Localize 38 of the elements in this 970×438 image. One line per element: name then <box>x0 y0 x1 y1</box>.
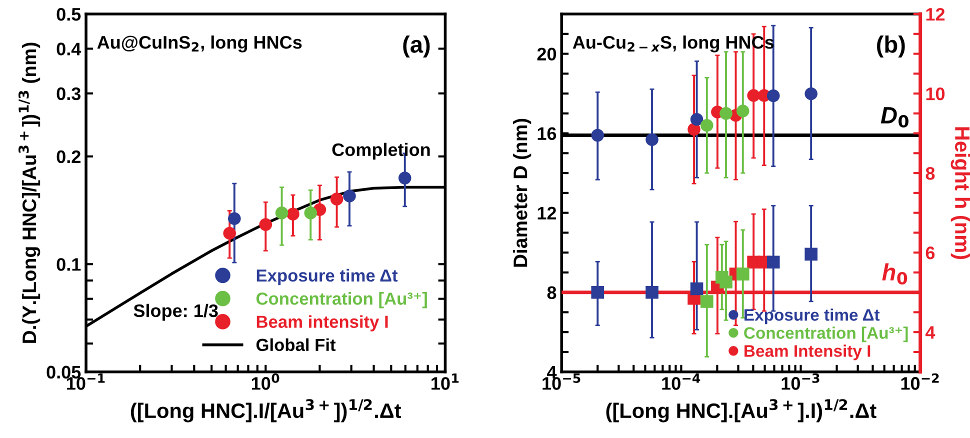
annotation: Slope: 1/3 <box>134 304 218 321</box>
y-axis-title: D.(Y.[Long HNC]/[Au$^{3+}$])$^{1/3}$ (nm) <box>18 42 40 343</box>
y-axis-title: Diameter D (nm) <box>513 118 532 267</box>
y-tick-label: 0.3 <box>56 87 81 100</box>
y2-tick-label: 8 <box>926 166 935 180</box>
legend-label: Concentration [Au³⁺] <box>744 326 908 342</box>
y2-tick-label: 12 <box>926 8 945 21</box>
annotation: (b) <box>877 35 905 58</box>
y-tick-label: 16 <box>538 127 556 140</box>
y-tick-label: 20 <box>537 48 556 60</box>
legend-label: Exposure time Δt <box>256 268 398 286</box>
y-tick-label: 12 <box>538 206 556 220</box>
annotation: Completion <box>332 142 430 160</box>
x-axis-title: ([Long HNC].I/[Au$^{3+}$])$^{1/2}$.Δt <box>130 399 402 422</box>
legend-label: Exposure time Δt <box>744 308 880 324</box>
legend-label: Global Fit <box>256 338 336 352</box>
x-tick-label: 10$^{0}$ <box>252 373 280 390</box>
legend-label: Concentration [Au³⁺] <box>256 292 427 308</box>
annotation: (a) <box>403 35 430 58</box>
ref-line-label: D$_{0}$ <box>880 107 908 128</box>
x-tick-label: 10$^{1}$ <box>432 374 459 390</box>
x-tick-label: 10$^{−2}$ <box>901 373 939 390</box>
legend-label: Beam intensity I <box>256 315 388 332</box>
annotation: Au@CuInS$_{2}$, long HNCs <box>97 35 302 52</box>
y-tick-label: 0.5 <box>56 8 81 21</box>
y-tick-label: 0.4 <box>56 42 82 56</box>
y2-tick-label: 6 <box>926 246 935 260</box>
y2-tick-label: 4 <box>925 326 936 339</box>
legend-label: Beam Intensity I <box>744 344 870 360</box>
y-tick-label: 8 <box>547 286 556 300</box>
x-tick-label: 10$^{−4}$ <box>662 374 700 390</box>
ref-line-label: h$_{0}$ <box>882 263 908 284</box>
x-tick-label: 10$^{−3}$ <box>782 373 820 390</box>
x-axis-title: ([Long HNC].[Au$^{3+}$].I)$^{1/2}$.Δt <box>606 399 876 422</box>
y2-axis-title: Height h (nm) <box>950 127 970 260</box>
y2-tick-label: 10 <box>926 87 945 100</box>
y-tick-label: 0.2 <box>56 150 80 164</box>
y-tick-label: 0.1 <box>56 258 81 271</box>
